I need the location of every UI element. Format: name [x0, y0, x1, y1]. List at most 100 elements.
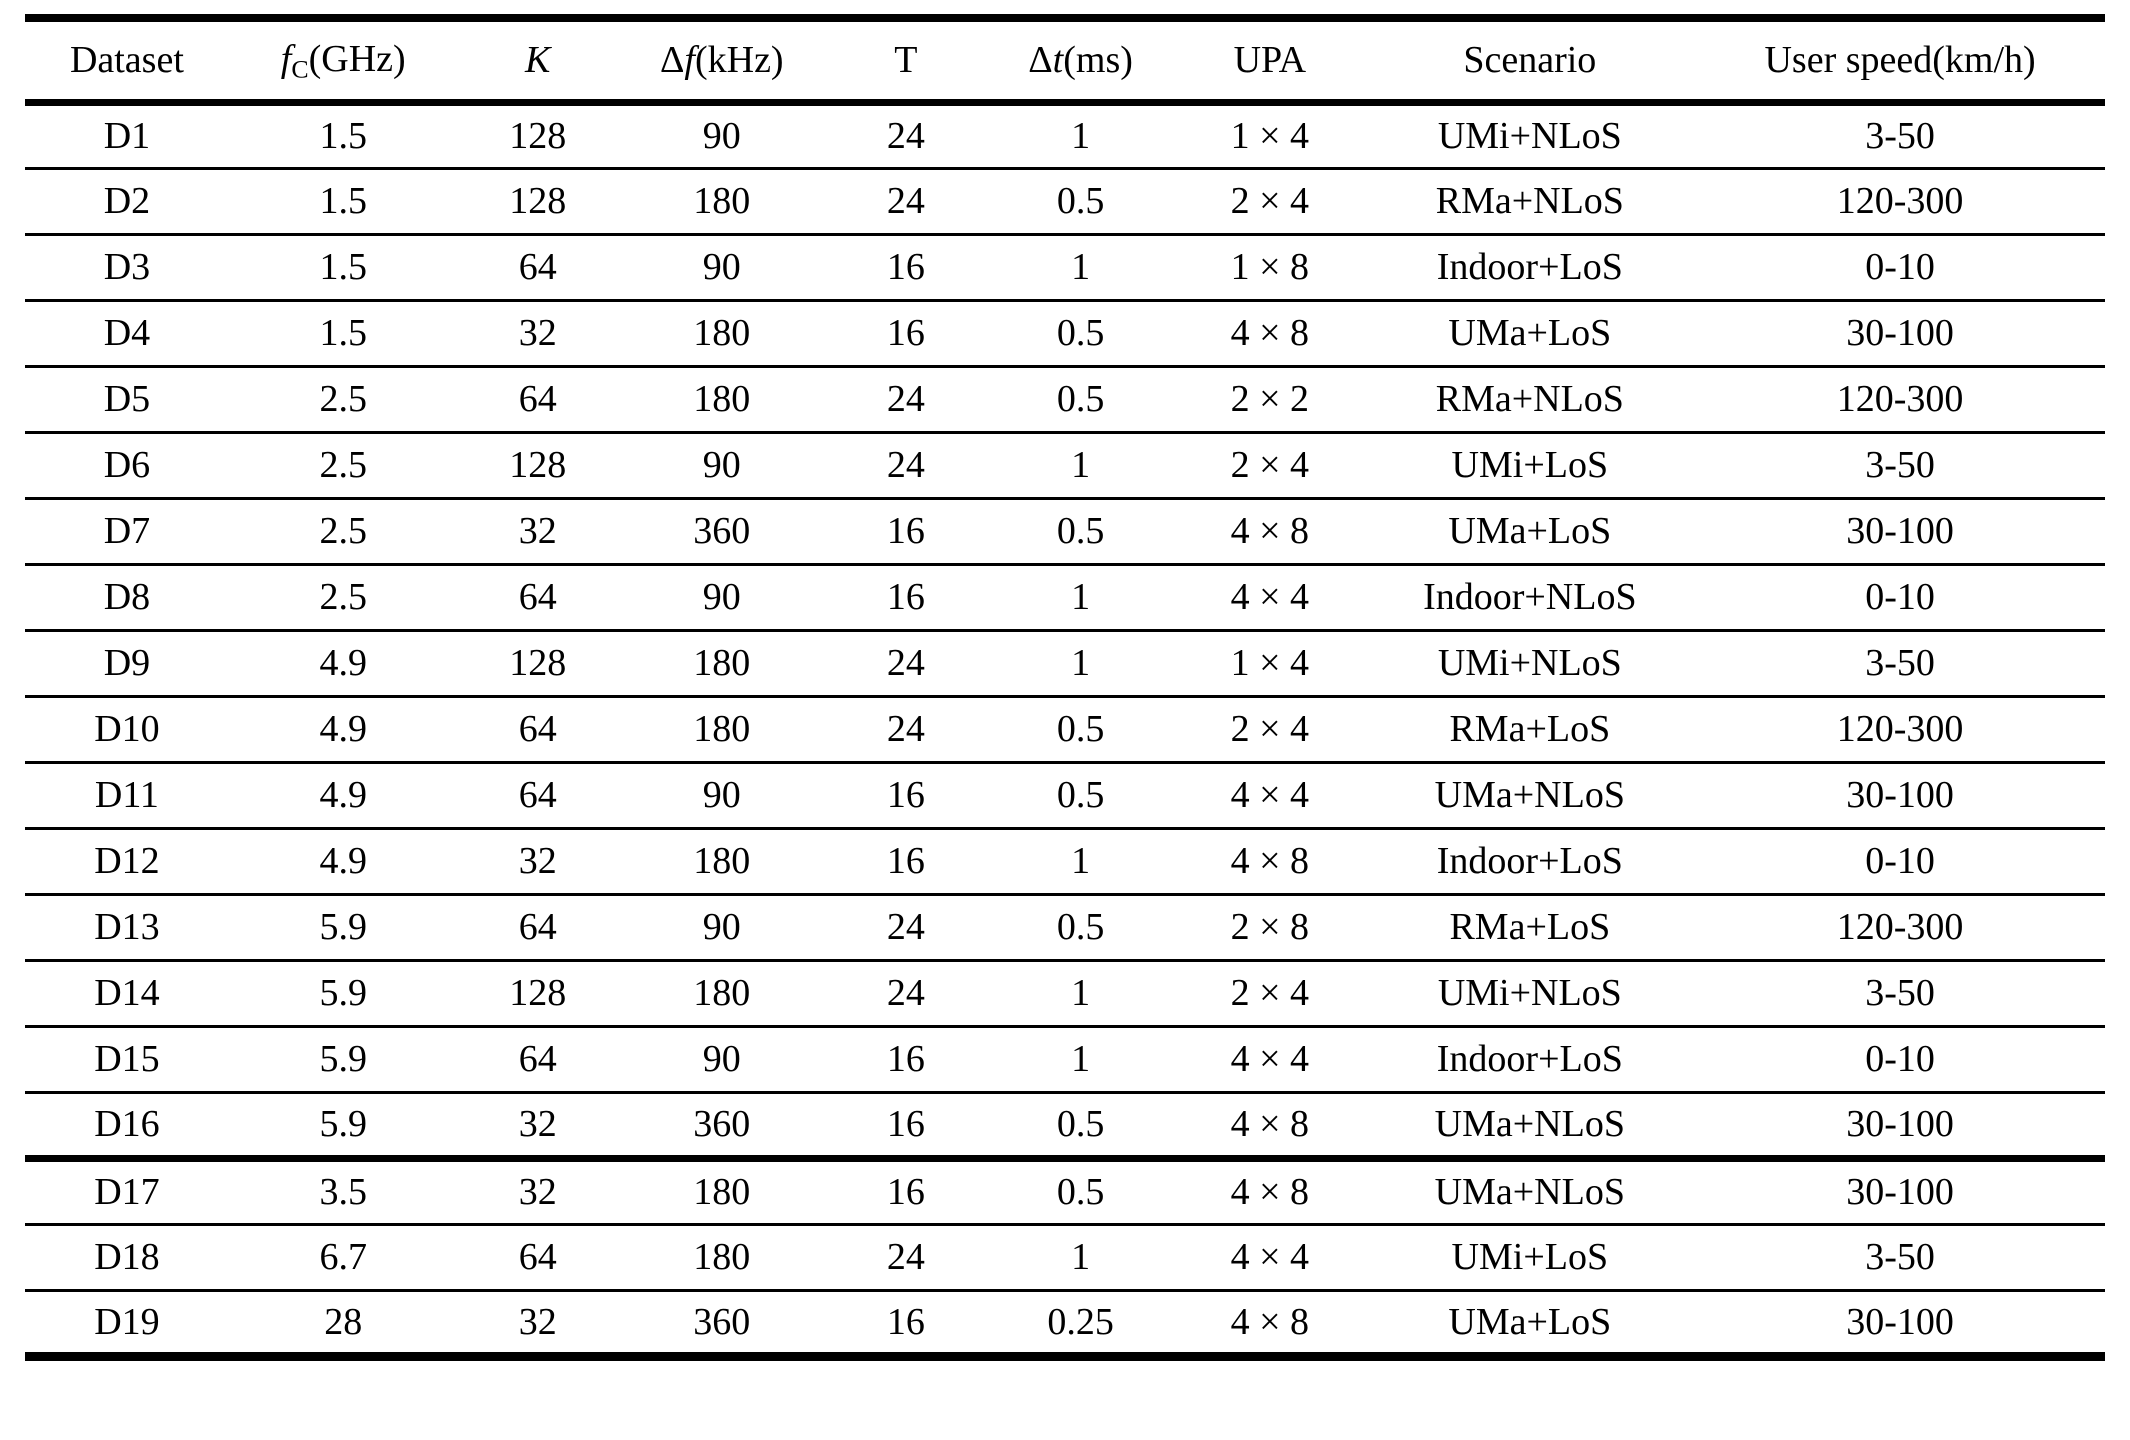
k-cell: 64 — [457, 1024, 618, 1092]
delta-f-khz-cell: 90 — [617, 562, 826, 630]
fc-ghz-cell: 4.9 — [228, 694, 458, 762]
header-label-segment: T — [894, 39, 918, 82]
header-label-segment: (kHz) — [694, 39, 784, 82]
fc-ghz-cell: 1.5 — [228, 166, 458, 234]
user-speed-cell: 0-10 — [1695, 562, 2105, 630]
delta-t-ms-cell: 1 — [985, 1024, 1176, 1092]
table-row-d10: D10 4.9 64 180 24 0.5 2 × 4 RMa+LoS 120-300 — [25, 694, 2105, 762]
k-cell: 32 — [457, 1154, 618, 1224]
delta-t-ms-cell: 1 — [985, 1222, 1176, 1290]
scenario-cell: UMi+NLoS — [1364, 958, 1696, 1026]
user-speed-cell: 0-10 — [1695, 826, 2105, 894]
dataset-cell: D5 — [25, 364, 229, 432]
scenario-cell: Indoor+LoS — [1364, 232, 1696, 300]
delta-f-khz-cell: 90 — [617, 1024, 826, 1092]
delta-t-ms-cell: 0.5 — [985, 1154, 1176, 1224]
user-speed-cell: 30-100 — [1695, 1154, 2105, 1224]
table-row-d15: D15 5.9 64 90 16 1 4 × 4 Indoor+LoS 0-10 — [25, 1024, 2105, 1092]
column-header-t: T — [825, 18, 986, 106]
table-row-d16: D16 5.9 32 360 16 0.5 4 × 8 UMa+NLoS 30-100 — [25, 1090, 2105, 1158]
k-cell: 128 — [457, 958, 618, 1026]
table-row-d1: D1 1.5 128 90 24 1 1 × 4 UMi+NLoS 3-50 — [25, 102, 2105, 168]
user-speed-cell: 120-300 — [1695, 364, 2105, 432]
dataset-cell: D4 — [25, 298, 229, 366]
table-row-d7: D7 2.5 32 360 16 0.5 4 × 8 UMa+LoS 30-100 — [25, 496, 2105, 564]
table-body: D1 1.5 128 90 24 1 1 × 4 UMi+NLoS 3-50 D2 1.5 128 18… — [25, 102, 2105, 1356]
fc-ghz-cell: 2.5 — [228, 496, 458, 564]
upa-cell: 4 × 8 — [1175, 1154, 1365, 1224]
user-speed-cell: 3-50 — [1695, 430, 2105, 498]
header-label-segment: Δ — [659, 39, 685, 82]
fc-ghz-cell: 1.5 — [228, 232, 458, 300]
upa-cell: 4 × 4 — [1175, 1024, 1365, 1092]
column-header-dataset: Dataset — [25, 18, 229, 106]
table-row-d4: D4 1.5 32 180 16 0.5 4 × 8 UMa+LoS 30-100 — [25, 298, 2105, 366]
delta-t-ms-cell: 1 — [985, 430, 1176, 498]
delta-f-khz-cell: 180 — [617, 826, 826, 894]
fc-ghz-cell: 6.7 — [228, 1222, 458, 1290]
scenario-cell: Indoor+LoS — [1364, 826, 1696, 894]
delta-f-khz-cell: 90 — [617, 232, 826, 300]
column-header-scenario: Scenario — [1364, 18, 1696, 106]
scenario-cell: UMa+NLoS — [1364, 760, 1696, 828]
scenario-cell: RMa+NLoS — [1364, 364, 1696, 432]
dataset-cell: D7 — [25, 496, 229, 564]
t-cell: 24 — [825, 430, 986, 498]
scenario-cell: Indoor+LoS — [1364, 1024, 1696, 1092]
scenario-cell: UMi+NLoS — [1437, 115, 1622, 157]
header-label-segment: Scenario — [1463, 39, 1597, 82]
k-cell: 128 — [457, 628, 618, 696]
user-speed-cell: 3-50 — [1695, 628, 2105, 696]
header-label-segment: UPA — [1233, 39, 1307, 82]
upa-cell: 4 × 8 — [1175, 1288, 1365, 1356]
dataset-cell: D17 — [25, 1154, 229, 1224]
t-cell: 24 — [825, 892, 986, 960]
k-cell: 64 — [457, 364, 618, 432]
delta-t-ms-cell: 0.5 — [985, 364, 1176, 432]
user-speed-cell: 3-50 — [1695, 1222, 2105, 1290]
t-cell: 16 — [825, 1090, 986, 1158]
upa-cell: 4 × 8 — [1175, 826, 1365, 894]
t-cell: 24 — [825, 364, 986, 432]
table-row-d6: D6 2.5 128 90 24 1 2 × 4 UMi+LoS 3-50 — [25, 430, 2105, 498]
dataset-cell: D18 — [25, 1222, 229, 1290]
delta-f-khz-cell: 180 — [617, 298, 826, 366]
t-cell: 16 — [825, 1154, 986, 1224]
dataset-cell: D16 — [25, 1090, 229, 1158]
k-cell: 64 — [457, 892, 618, 960]
upa-cell: 2 × 4 — [1175, 694, 1365, 762]
upa-cell: 2 × 8 — [1175, 892, 1365, 960]
dataset-cell: D11 — [25, 760, 229, 828]
scenario-cell: UMa+NLoS — [1364, 1154, 1696, 1224]
delta-t-ms-cell: 1 — [985, 232, 1176, 300]
dataset-cell: D1 — [103, 115, 151, 157]
scenario-cell: RMa+NLoS — [1364, 166, 1696, 234]
delta-f-khz-cell: 180 — [617, 1154, 826, 1224]
delta-f-khz-cell: 180 — [617, 166, 826, 234]
k-cell: 64 — [457, 694, 618, 762]
column-header-delta-t-ms: Δt(ms) — [985, 18, 1176, 106]
user-speed-cell: 120-300 — [1695, 166, 2105, 234]
fc-ghz-cell: 2.5 — [228, 364, 458, 432]
t-cell: 16 — [825, 1288, 986, 1356]
delta-f-khz-cell: 90 — [617, 430, 826, 498]
header-label-segment: User speed(km/h) — [1764, 39, 2036, 82]
delta-f-khz-cell: 180 — [617, 1222, 826, 1290]
delta-t-ms-cell: 0.5 — [985, 166, 1176, 234]
table-row-d8: D8 2.5 64 90 16 1 4 × 4 Indoor+NLoS 0-10 — [25, 562, 2105, 630]
fc-ghz-cell: 4.9 — [228, 760, 458, 828]
k-cell: 32 — [457, 1090, 618, 1158]
dataset-cell: D14 — [25, 958, 229, 1026]
fc-ghz-cell: 4.9 — [228, 826, 458, 894]
header-label-segment: (ms) — [1063, 39, 1133, 82]
scenario-cell: UMi+NLoS — [1364, 628, 1696, 696]
upa-cell: 2 × 4 — [1175, 958, 1365, 1026]
t-cell: 16 — [825, 562, 986, 630]
upa-cell: 2 × 2 — [1175, 364, 1365, 432]
table-row-d3: D3 1.5 64 90 16 1 1 × 8 Indoor+LoS 0-10 — [25, 232, 2105, 300]
header-label-segment: Dataset — [69, 39, 184, 82]
k-cell: 64 — [457, 760, 618, 828]
delta-t-ms-cell: 0.5 — [985, 496, 1176, 564]
scenario-cell: UMa+LoS — [1364, 298, 1696, 366]
